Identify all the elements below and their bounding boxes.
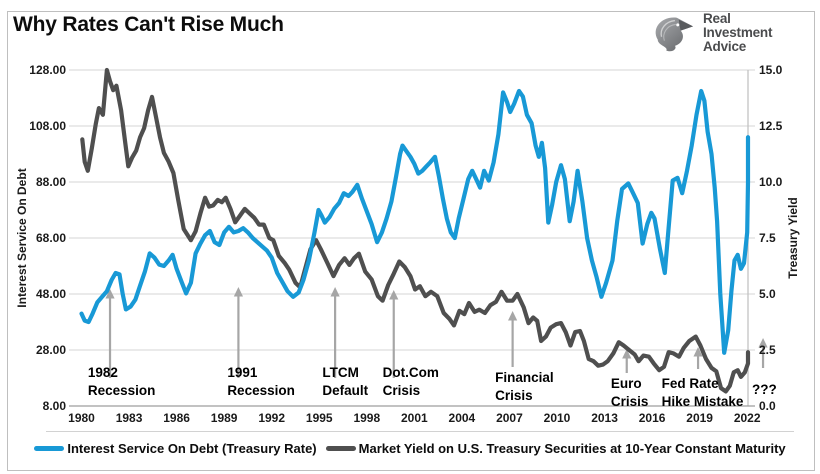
- y-axis-right-tick: 10.0: [759, 175, 783, 189]
- y-axis-left-tick: 128.00: [29, 63, 66, 77]
- y-axis-right-tick: 15.0: [759, 63, 783, 77]
- eagle-icon: [655, 17, 694, 52]
- x-axis-tick: 1983: [115, 411, 143, 425]
- legend-swatch: [34, 446, 65, 451]
- annotation-label: 1991 Recession: [227, 364, 295, 399]
- x-axis-tick: 2019: [686, 411, 713, 425]
- legend-item: Market Yield on U.S. Treasury Securities…: [325, 441, 786, 456]
- annotation-arrow-head: [105, 289, 115, 299]
- annotation-line: Fed Rate: [661, 376, 719, 391]
- annotation-label: Dot.Com Crisis: [383, 364, 439, 399]
- y-axis-left-tick: 108.00: [29, 119, 66, 133]
- brand-logo: Real Investment Advice: [650, 12, 772, 54]
- x-axis-tick: 1980: [68, 411, 95, 425]
- y-axis-right-tick: 2.5: [759, 343, 776, 357]
- annotation-line: Recession: [87, 382, 156, 398]
- annotation-arrow-head: [622, 349, 632, 359]
- x-axis-tick: 2010: [543, 411, 571, 425]
- annotation-line: Euro: [610, 376, 642, 391]
- legend-swatch: [325, 446, 356, 451]
- x-axis-tick: 1986: [163, 411, 190, 425]
- annotation-line: Default: [322, 382, 369, 398]
- annotation-label: Financial Crisis: [495, 369, 554, 404]
- brand-line-3: Advice: [703, 39, 747, 54]
- y-axis-left-tick: 48.00: [35, 287, 66, 301]
- x-axis-tick: 2001: [400, 411, 428, 425]
- x-axis-tick: 1992: [258, 411, 286, 425]
- annotation-line: Financial: [495, 370, 554, 385]
- annotation-label: Fed Rate Hike Mistake: [662, 375, 744, 410]
- brand-line-2: Investment: [703, 25, 773, 40]
- legend-label: Market Yield on U.S. Treasury Securities…: [358, 441, 786, 456]
- annotation-line: 1991: [227, 365, 258, 380]
- annotation-line: Crisis: [495, 387, 533, 403]
- annotation-arrow-head: [330, 287, 340, 297]
- legend-item: Interest Service On Debt (Treasury Rate): [34, 441, 317, 456]
- annotation-arrow-head: [693, 347, 703, 357]
- x-axis-tick: 1998: [353, 411, 381, 425]
- series-line-treasury-yield: [80, 67, 751, 394]
- annotation-arrow-head: [389, 290, 399, 300]
- x-axis-tick: 2007: [496, 411, 523, 425]
- annotation-arrow-head: [233, 287, 244, 297]
- y-axis-right-tick: 12.5: [759, 119, 783, 133]
- annotation-line: ???: [751, 382, 777, 397]
- series-line-interest-service: [79, 88, 751, 355]
- y-axis-left-tick: 68.00: [35, 231, 66, 245]
- y-axis-left-tick: 88.00: [35, 175, 66, 189]
- x-axis-tick: 2022: [733, 411, 761, 425]
- annotation-arrow-head: [508, 311, 518, 321]
- y-axis-right-tick: 5.0: [759, 287, 776, 301]
- annotation-line: Hike Mistake: [661, 393, 744, 409]
- annotation-line: LTCM: [322, 365, 359, 380]
- x-axis-tick: 2004: [448, 411, 476, 425]
- annotation-label: LTCM Default: [322, 364, 368, 399]
- x-axis-tick: 1989: [210, 411, 238, 425]
- annotation-line: Recession: [227, 382, 295, 398]
- y-axis-right-tick: 7.5: [759, 231, 776, 245]
- annotation-line: Crisis: [382, 382, 421, 398]
- legend-label: Interest Service On Debt (Treasury Rate): [67, 441, 317, 456]
- y-axis-left-tick: 28.00: [35, 343, 66, 357]
- annotation-line: Dot.Com: [382, 365, 439, 380]
- annotation-line: Crisis: [610, 393, 649, 409]
- brand-line-1: Real: [703, 11, 731, 26]
- y-axis-left-tick: 8.00: [42, 399, 66, 413]
- annotation-label: 1982 Recession: [88, 364, 156, 399]
- x-axis-tick: 2016: [638, 411, 666, 425]
- brand-name: Real Investment Advice: [703, 12, 772, 54]
- chart-legend: Interest Service On Debt (Treasury Rate)…: [0, 441, 820, 456]
- x-axis-tick: 1995: [305, 411, 333, 425]
- axis-separator-line: [46, 431, 794, 432]
- chart-title: Why Rates Can't Rise Much: [13, 13, 284, 36]
- x-axis-tick: 2013: [591, 411, 618, 425]
- y-axis-right-tick: 0.0: [759, 399, 776, 413]
- annotation-label: Euro Crisis: [611, 375, 649, 410]
- annotation-label: ???: [752, 381, 777, 399]
- annotation-arrow-head: [758, 338, 768, 348]
- annotation-line: 1982: [87, 365, 118, 380]
